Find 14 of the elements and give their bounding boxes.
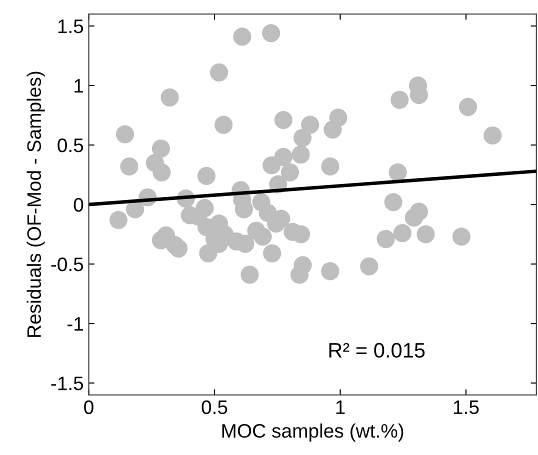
annotation: R² = 0.015: [329, 342, 425, 358]
y-tick-label: -1.5: [51, 376, 84, 390]
y-axis-title: Residuals (OF-Mod - Samples): [26, 72, 45, 337]
y-tick-label: -1: [67, 317, 83, 331]
x-tick-label: 1.5: [454, 400, 479, 414]
y-tick-label: 0.5: [58, 138, 84, 152]
y-tick-label: 1.5: [58, 20, 84, 34]
y-tick-label: 0: [74, 198, 84, 212]
x-tick-label: 1: [336, 400, 345, 414]
x-axis-title: MOC samples (wt.%): [222, 423, 404, 442]
y-tick-label: -0.5: [51, 257, 84, 272]
x-tick-label: 0.5: [202, 400, 228, 414]
x-tick-label: 0: [84, 400, 94, 414]
y-tick-label: 1: [74, 79, 83, 93]
